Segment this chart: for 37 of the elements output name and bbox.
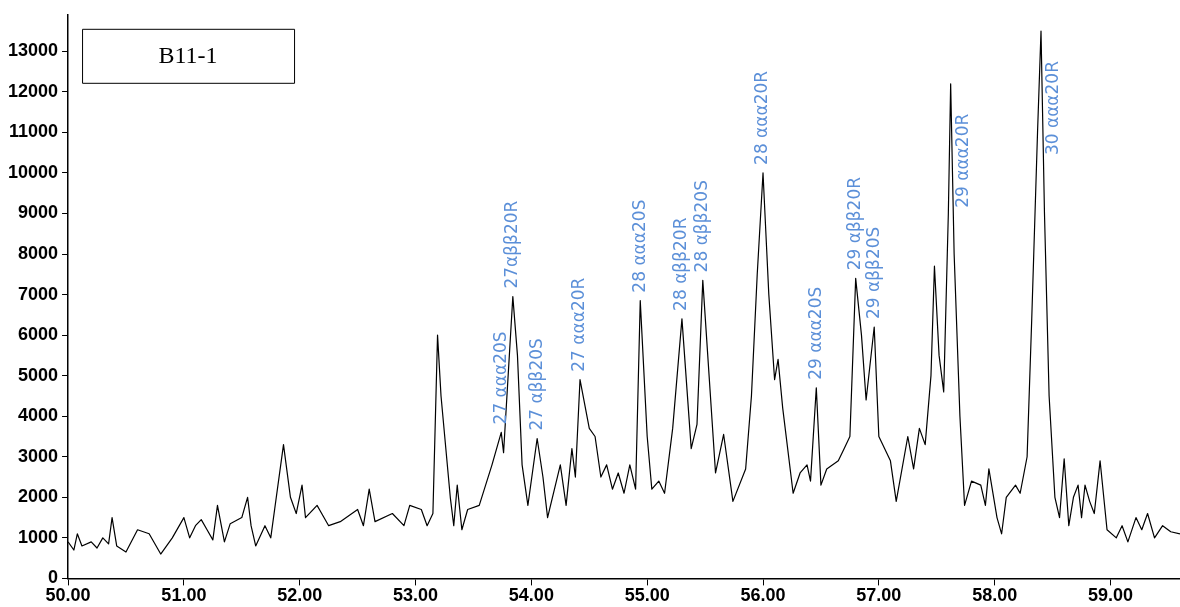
y-tick-label: 5000 — [18, 364, 59, 385]
annotation: 29 αββ20R — [844, 176, 865, 271]
x-tick-label: 52.00 — [277, 585, 323, 606]
x-tick-label: 55.00 — [624, 585, 670, 606]
x-tick-label: 53.00 — [393, 585, 439, 606]
y-tick-label: 3000 — [18, 445, 59, 466]
y-tick-label: 0 — [48, 567, 59, 588]
y-tick-label: 8000 — [18, 242, 59, 263]
x-tick-label: 51.00 — [161, 585, 207, 606]
y-tick-label: 11000 — [8, 121, 59, 142]
y-tick-label: 10000 — [7, 161, 59, 182]
annotation: 28 αββ20R — [670, 217, 691, 311]
y-tick-label: 13000 — [7, 40, 59, 61]
x-tick-label: 54.00 — [508, 585, 554, 606]
y-tick-label: 1000 — [18, 526, 59, 547]
annotation: 28 ααα20R — [751, 70, 772, 165]
annotation: 28 ααα20S — [628, 199, 649, 293]
y-tick-label: 7000 — [18, 283, 59, 304]
x-tick-label: 56.00 — [740, 585, 786, 606]
annotation: 27 ααα20R — [568, 277, 589, 372]
x-tick-label: 50.00 — [45, 585, 91, 606]
x-tick-label: 59.00 — [1087, 585, 1134, 606]
x-tick-label: 58.00 — [972, 585, 1018, 606]
annotation: 28 αββ20S — [691, 180, 712, 273]
y-tick-label: 6000 — [18, 324, 59, 345]
annotation: 29 ααα20S — [804, 286, 825, 380]
y-tick-label: 2000 — [18, 486, 59, 507]
annotation: 29 ααα20R — [952, 113, 973, 208]
annotation: 27 ααα20S — [489, 331, 510, 425]
annotation: 30 ααα20R — [1042, 60, 1063, 156]
y-tick-label: 4000 — [18, 405, 59, 426]
y-tick-label: 9000 — [18, 202, 59, 223]
annotation: 27 αββ20S — [525, 338, 546, 431]
annotation: B11-1 — [158, 42, 218, 69]
annotation: 27αββ20R — [501, 200, 522, 289]
y-tick-label: 12000 — [7, 80, 59, 101]
x-tick-label: 57.00 — [856, 585, 902, 606]
